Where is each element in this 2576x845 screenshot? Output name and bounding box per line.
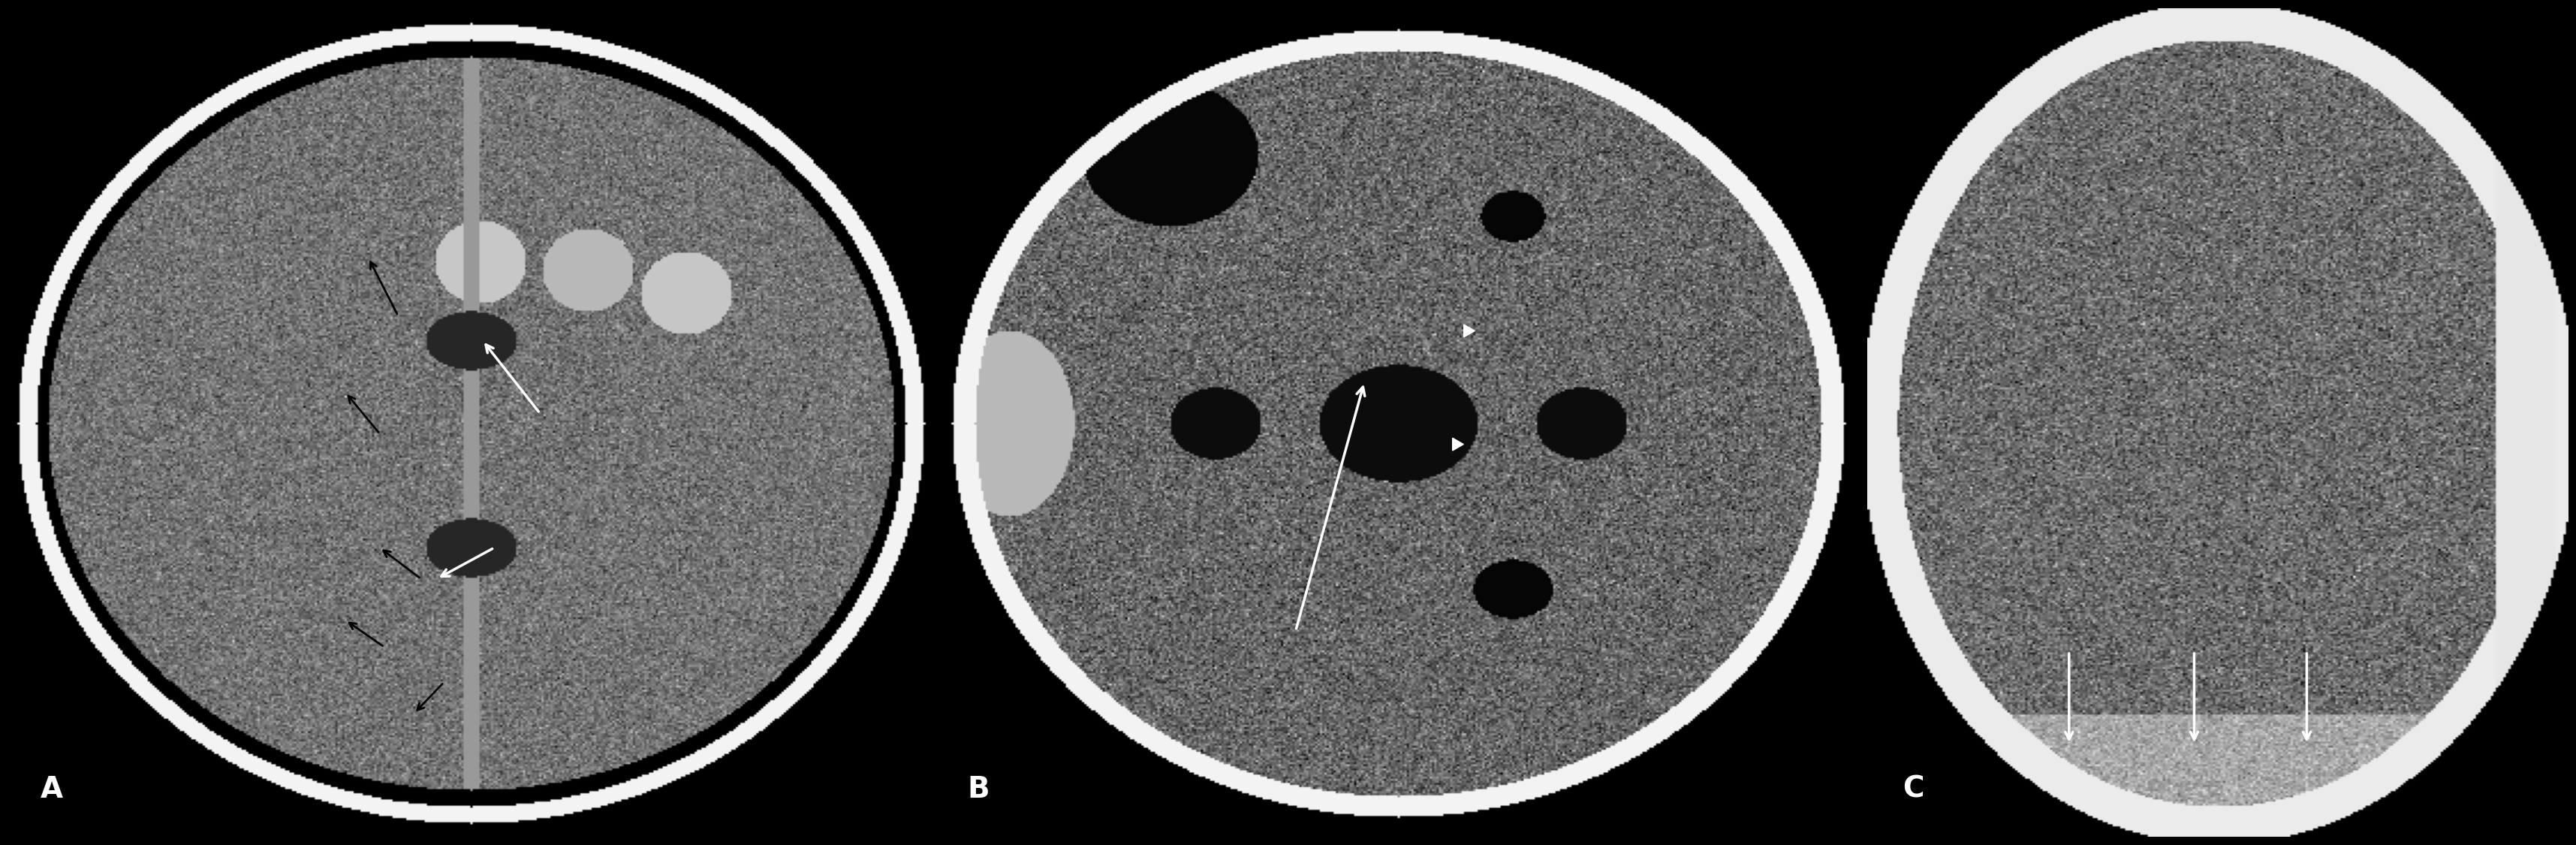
Text: B: B <box>969 775 989 804</box>
Text: C: C <box>1904 775 1924 804</box>
Text: A: A <box>41 775 62 804</box>
